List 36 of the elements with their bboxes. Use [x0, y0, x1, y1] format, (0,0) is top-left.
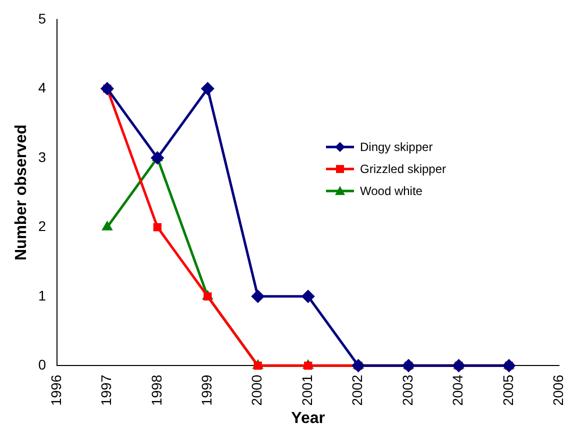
- point: [302, 290, 314, 303]
- y-tick-label: 0: [38, 356, 46, 373]
- y-tick-label: 2: [38, 218, 46, 234]
- legend-label: Wood white: [360, 184, 422, 198]
- y-tick-label: 5: [38, 10, 46, 26]
- point: [201, 82, 214, 95]
- point: [304, 362, 312, 370]
- y-axis-title: Number observed: [13, 124, 30, 261]
- legend-label: Dingy skipper: [360, 140, 433, 154]
- x-axis-title: Year: [291, 410, 325, 427]
- point: [352, 359, 365, 372]
- y-tick-label: 3: [38, 148, 46, 165]
- x-tick-label: 2006: [550, 374, 566, 406]
- x-tick-label: 2000: [248, 374, 265, 406]
- legend-label: Grizzled skipper: [360, 162, 446, 176]
- point: [252, 290, 264, 303]
- point: [452, 359, 466, 372]
- point: [204, 292, 212, 300]
- point: [153, 223, 162, 232]
- x-tick-label: 1996: [48, 374, 64, 406]
- x-tick-label: 1999: [198, 374, 215, 406]
- point: [502, 359, 516, 372]
- x-tick-label: 1998: [148, 374, 164, 406]
- x-tick-label: 2004: [450, 374, 466, 406]
- point: [151, 152, 164, 164]
- x-tick-label: 2002: [349, 374, 366, 406]
- point: [254, 362, 262, 370]
- point: [100, 82, 114, 95]
- x-tick-label: 1997: [98, 374, 114, 406]
- x-tick-label: 2001: [298, 374, 315, 406]
- x-tick-label: 2003: [399, 374, 416, 406]
- point: [402, 359, 415, 372]
- x-tick-label: 2005: [500, 374, 516, 406]
- y-tick-label: 4: [38, 80, 46, 96]
- point: [102, 222, 112, 230]
- y-tick-label: 1: [38, 287, 46, 304]
